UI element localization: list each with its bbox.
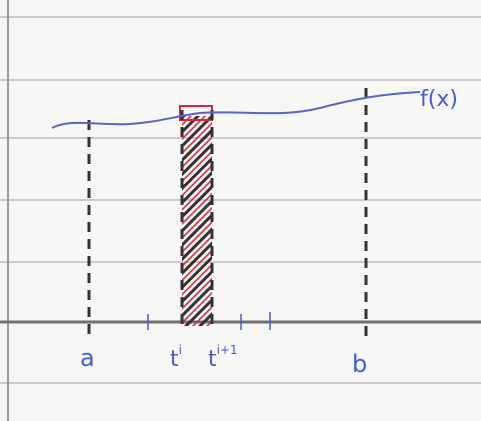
base: t xyxy=(208,347,217,372)
superscript: i xyxy=(179,343,182,357)
paper xyxy=(0,0,481,421)
function-label: f(x) xyxy=(420,87,458,112)
superscript: i+1 xyxy=(217,343,238,357)
sketch: f(x) a ti ti+1 b xyxy=(0,0,481,421)
point-label: b xyxy=(352,350,367,378)
base: t xyxy=(170,347,179,372)
hatched-strip xyxy=(182,116,212,326)
point-label: a xyxy=(80,344,95,372)
page: f(x) a ti ti+1 b (() => { const data = J… xyxy=(0,0,481,421)
